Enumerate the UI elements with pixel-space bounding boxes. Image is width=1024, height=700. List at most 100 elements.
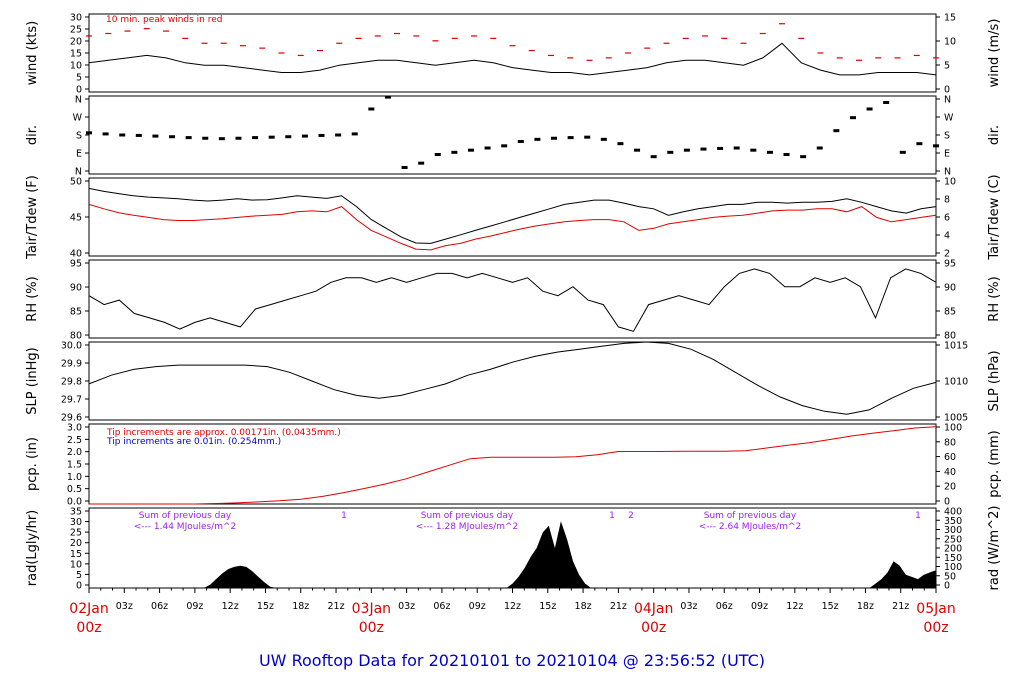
y-tick-label: 0 — [76, 85, 82, 96]
direction-point — [866, 107, 873, 111]
direction-point — [102, 132, 109, 136]
day-label: 02Jan — [69, 601, 108, 617]
series-line-0 — [88, 187, 937, 244]
direction-point — [650, 155, 657, 159]
series-line-0 — [88, 268, 937, 332]
y-tick-label: 10 — [70, 559, 82, 570]
direction-point — [634, 148, 641, 152]
tip-marker: 1 — [341, 511, 347, 521]
panel-4: SLP (inHg) SLP (hPa) 29.6 29.7 29.8 29.9 30.0 1… — [25, 341, 1002, 424]
y-tick-label-right: W — [944, 113, 954, 124]
y-tick-label-right: 250 — [944, 534, 962, 545]
hour-tick-label: 12z — [786, 601, 803, 612]
y-tick-label-right: 0 — [944, 581, 950, 592]
direction-point — [335, 133, 342, 137]
y-tick-label-right: 15 — [944, 13, 956, 24]
y-tick-label: 40 — [70, 249, 82, 260]
direction-point — [534, 137, 541, 141]
direction-point — [368, 107, 375, 111]
direction-point — [766, 150, 773, 154]
direction-point — [517, 140, 524, 143]
panel-frame — [88, 95, 937, 175]
hour-tick-label: 03z — [398, 601, 415, 612]
footer-title: UW Rooftop Data for 20210101 to 20210104… — [259, 651, 765, 670]
y-tick-label: 29.8 — [61, 377, 82, 388]
y-tick-label-right: 0 — [944, 85, 950, 96]
panel-5: pcp. (in) pcp. (mm) 0.0 0.51.01.5 2.02.53.0 0… — [25, 423, 1002, 508]
y-tick-label-right: 60 — [944, 452, 956, 463]
y-axis-label: RH (%) — [25, 276, 40, 321]
direction-point — [202, 136, 209, 140]
panel-frame — [88, 177, 937, 257]
direction-point — [816, 146, 823, 150]
y-tick-label-right: N — [944, 167, 951, 178]
direction-point — [351, 132, 358, 136]
direction-point — [933, 144, 939, 148]
direction-point — [318, 133, 325, 137]
y-tick-label-right: 150 — [944, 553, 962, 564]
y-tick-label: 15 — [70, 49, 82, 60]
y-tick-label: E — [76, 149, 82, 160]
panel-2: Tair/Tdew (F) Tair/Tdew (C) 40 45 50 2 4 6 8 10 — [25, 174, 1002, 260]
direction-point — [717, 146, 724, 150]
direction-point — [285, 135, 292, 139]
y-tick-label: 45 — [70, 213, 82, 224]
y-tick-label: 5 — [76, 73, 82, 84]
direction-point — [667, 150, 674, 154]
y-tick-label: 35 — [70, 507, 82, 518]
y-axis-label-right: RH (%) — [987, 276, 1002, 321]
y-tick-label-right: 20 — [944, 482, 956, 493]
y-axis-label: Tair/Tdew (F) — [25, 175, 40, 260]
hour-tick-label: 03z — [680, 601, 697, 612]
y-tick-label-right: 6 — [944, 213, 950, 224]
y-axis-label-right: dir. — [987, 125, 1002, 145]
direction-point — [849, 116, 856, 120]
hour-tick-label: 18z — [292, 601, 309, 612]
direction-point — [169, 135, 176, 139]
y-tick-label: N — [75, 167, 82, 178]
day-label: 04Jan — [634, 601, 673, 617]
y-axis-label: pcp. (in) — [25, 437, 40, 491]
direction-point — [301, 134, 308, 138]
y-tick-label: W — [73, 113, 83, 124]
sum-title: Sum of previous day — [139, 511, 232, 521]
hour-tick-label: 03z — [116, 601, 133, 612]
y-tick-label: 95 — [70, 259, 82, 270]
y-axis-label-right: Tair/Tdew (C) — [987, 174, 1002, 260]
y-tick-label: 25 — [70, 25, 82, 36]
y-axis-label-right: wind (m/s) — [987, 19, 1002, 88]
y-tick-label: 3.0 — [67, 423, 82, 434]
direction-point — [185, 136, 192, 140]
y-axis-label: wind (kts) — [25, 21, 40, 85]
hour-tick-label: 09z — [186, 601, 203, 612]
direction-point — [418, 161, 425, 165]
direction-point — [384, 95, 391, 99]
y-tick-label-right: 8 — [944, 195, 950, 206]
sum-title: Sum of previous day — [421, 511, 514, 521]
y-axis-label: rad(Lgly/hr) — [25, 510, 40, 586]
y-tick-label-right: 40 — [944, 467, 956, 478]
y-tick-label-right: 100 — [944, 562, 962, 573]
direction-point — [119, 133, 126, 137]
y-axis-label-right: rad (W/m^2) — [987, 506, 1002, 591]
y-tick-label: 0.0 — [67, 497, 82, 508]
panel-frame — [88, 259, 937, 339]
y-tick-label: 10 — [70, 61, 82, 72]
y-tick-label: 90 — [70, 283, 82, 294]
hour-tick-label: 09z — [469, 601, 486, 612]
y-tick-label: 29.6 — [61, 413, 82, 424]
y-tick-label-right: 80 — [944, 437, 956, 448]
hour-tick-label: 15z — [257, 601, 274, 612]
y-tick-label: 15 — [70, 549, 82, 560]
direction-point — [484, 146, 491, 150]
day-hour-label: 00z — [923, 620, 948, 636]
y-tick-label: 29.9 — [61, 359, 82, 370]
y-tick-label-right: S — [944, 131, 950, 142]
direction-point — [501, 144, 508, 148]
sum-value: <--- 1.44 MJoules/m^2 — [134, 522, 236, 532]
panel-0: wind (kts) wind (m/s)05101520253005101510… — [25, 13, 1002, 96]
y-tick-label-right: 1005 — [944, 413, 968, 424]
direction-point — [700, 147, 707, 151]
series-line-0 — [89, 426, 937, 505]
hour-tick-label: 15z — [822, 601, 839, 612]
